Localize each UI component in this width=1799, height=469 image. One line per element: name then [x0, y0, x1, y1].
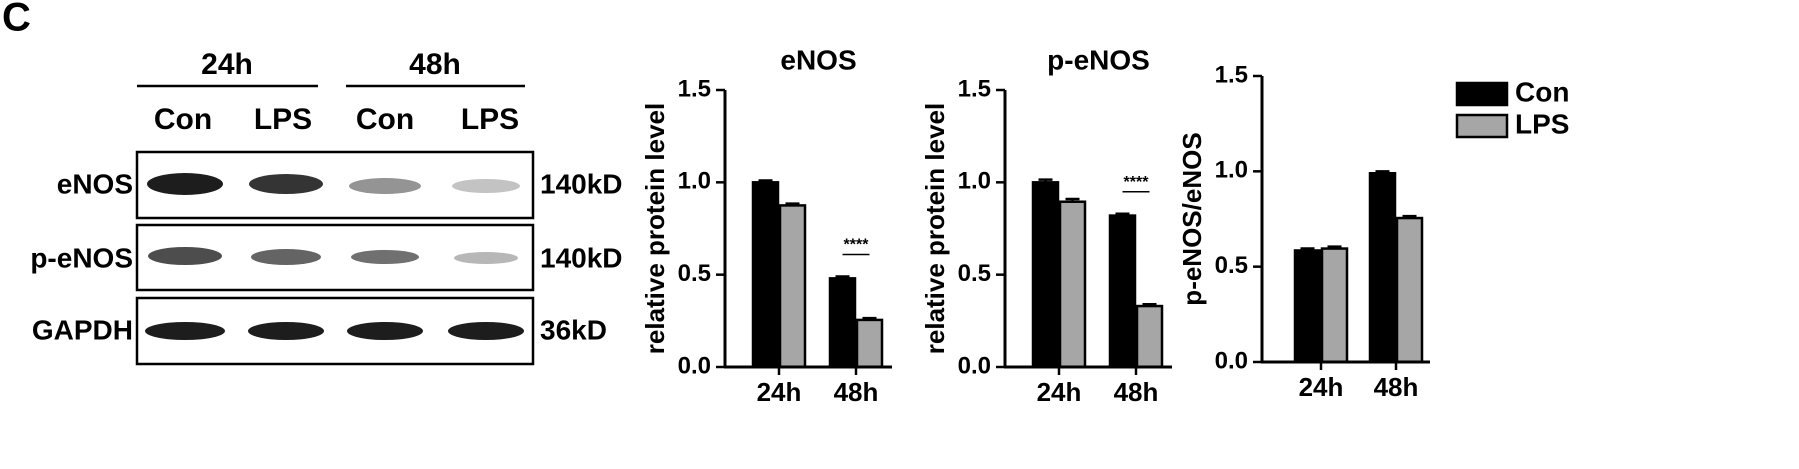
- panel-label: C: [2, 0, 31, 40]
- legend-swatch: [1455, 113, 1509, 139]
- bar: [1368, 171, 1397, 364]
- band: [148, 247, 222, 265]
- bar: [1293, 249, 1322, 364]
- size-label: 140kD: [540, 242, 623, 273]
- x-tick-label: 24h: [1299, 372, 1344, 402]
- bar: [828, 277, 857, 369]
- band: [351, 250, 419, 264]
- error-bar: [1038, 178, 1053, 183]
- band: [251, 249, 321, 265]
- error-bar: [1115, 212, 1130, 216]
- y-tick-label: 1.5: [1215, 61, 1248, 88]
- legend-label: Con: [1515, 76, 1569, 107]
- lane-label: LPS: [254, 103, 312, 136]
- lane-label: LPS: [461, 103, 519, 136]
- timepoint-label: 48h: [409, 48, 461, 81]
- band: [249, 174, 323, 194]
- legend-label: LPS: [1515, 108, 1569, 139]
- x-tick-label: 48h: [1374, 372, 1419, 402]
- error-bar: [1402, 214, 1417, 219]
- lane-label: Con: [154, 103, 212, 136]
- significance-label: ****: [844, 237, 870, 254]
- row-label: GAPDH: [32, 314, 133, 345]
- error-bar: [1300, 247, 1315, 251]
- bar: [855, 318, 884, 369]
- y-tick-label: 0.5: [678, 260, 711, 287]
- error-bar: [1327, 245, 1342, 249]
- error-bar: [1065, 197, 1080, 202]
- y-axis-label: relative protein level: [920, 103, 950, 354]
- band: [454, 252, 518, 264]
- bands: [145, 173, 524, 340]
- error-bar: [785, 202, 800, 206]
- bar: [1135, 304, 1164, 369]
- error-bar: [835, 275, 850, 279]
- y-tick-label: 0.0: [958, 352, 991, 379]
- band: [147, 173, 223, 195]
- band: [448, 322, 524, 340]
- timepoint-label: 24h: [201, 48, 253, 81]
- lane-label: Con: [356, 103, 414, 136]
- y-axis-label: p-eNOS/eNOS: [1177, 132, 1207, 305]
- bar: [778, 204, 807, 369]
- y-tick-label: 1.0: [1215, 157, 1248, 184]
- chart-title: eNOS: [780, 44, 856, 75]
- chart-title: p-eNOS: [1047, 44, 1150, 75]
- x-tick-label: 48h: [834, 377, 879, 407]
- band: [452, 179, 520, 193]
- size-label: 36kD: [540, 314, 607, 345]
- error-bar: [758, 179, 773, 183]
- bar: [751, 181, 780, 369]
- x-tick-label: 24h: [1037, 377, 1082, 407]
- band: [248, 322, 324, 340]
- x-tick-label: 48h: [1114, 377, 1159, 407]
- row-label: eNOS: [57, 168, 133, 199]
- y-tick-label: 0.0: [1215, 347, 1248, 374]
- bar: [1395, 216, 1424, 364]
- row-label: p-eNOS: [30, 242, 133, 273]
- y-tick-label: 0.5: [1215, 252, 1248, 279]
- y-tick-label: 1.5: [678, 75, 711, 102]
- x-tick-label: 24h: [757, 377, 802, 407]
- y-tick-label: 0.5: [958, 260, 991, 287]
- y-tick-label: 1.0: [678, 168, 711, 195]
- error-bar: [1375, 170, 1390, 174]
- western-blot: [135, 84, 535, 366]
- y-tick-label: 1.5: [958, 75, 991, 102]
- bar: [1108, 214, 1137, 369]
- y-tick-label: 1.0: [958, 168, 991, 195]
- legend-swatch: [1455, 81, 1509, 107]
- error-bar: [1142, 302, 1157, 307]
- bar: [1058, 200, 1087, 369]
- y-axis-label: relative protein level: [640, 103, 670, 354]
- bar: [1320, 247, 1349, 364]
- size-label: 140kD: [540, 168, 623, 199]
- y-tick-label: 0.0: [678, 352, 711, 379]
- band: [347, 322, 423, 340]
- error-bar: [862, 316, 877, 320]
- significance-label: ****: [1124, 174, 1150, 191]
- band: [145, 322, 225, 340]
- band: [349, 178, 421, 194]
- bar: [1031, 181, 1060, 369]
